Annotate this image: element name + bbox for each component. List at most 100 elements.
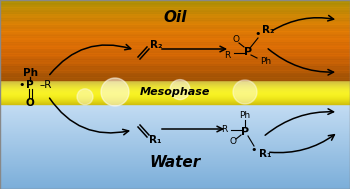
Bar [0,19,350,20]
Bar [0,69,350,70]
Circle shape [101,78,129,106]
Bar [0,136,350,137]
Text: R: R [224,50,230,60]
Bar [0,156,350,157]
Bar [0,9,350,10]
Bar [0,29,350,30]
Bar [0,1,350,2]
Bar [0,68,350,69]
Bar [0,105,350,106]
Bar [0,169,350,170]
Bar [0,80,350,81]
Bar [0,55,350,56]
Bar [0,30,350,31]
Bar [0,44,350,45]
Bar [0,60,350,61]
Bar [0,92,350,93]
Bar [0,15,350,16]
Text: •: • [19,80,25,90]
Bar [0,186,350,187]
Bar [0,162,350,163]
Bar [0,17,350,18]
Bar [0,134,350,135]
Bar [0,103,350,104]
Bar [0,93,350,94]
Bar [0,84,350,85]
Bar [0,4,350,5]
Bar [0,51,350,52]
Bar [0,79,350,80]
Bar [0,118,350,119]
Bar [0,56,350,57]
Bar [0,11,350,12]
Bar [0,71,350,72]
Text: Mesophase: Mesophase [140,87,210,97]
Bar [0,158,350,159]
Bar [0,161,350,162]
Bar [0,95,350,96]
Bar [0,154,350,155]
Bar [0,78,350,79]
Bar [0,139,350,140]
Bar [0,82,350,83]
Bar [0,121,350,122]
Bar [0,128,350,129]
Bar [0,135,350,136]
Bar [0,183,350,184]
Bar [0,110,350,111]
Text: R₂: R₂ [262,25,274,35]
Bar [0,24,350,25]
Bar [0,180,350,181]
Bar [0,185,350,186]
Bar [0,85,350,86]
Bar [0,36,350,37]
Bar [0,167,350,168]
Bar [0,52,350,53]
Bar [0,127,350,128]
Bar [0,43,350,44]
Bar [0,177,350,178]
Bar [0,181,350,182]
Text: R: R [221,125,227,133]
Bar [0,33,350,34]
Bar [0,57,350,58]
Bar [0,153,350,154]
Bar [0,113,350,114]
Bar [0,138,350,139]
Bar [0,122,350,123]
Bar [0,160,350,161]
Bar [0,104,350,105]
Bar [0,89,350,90]
Bar [0,170,350,171]
Bar [0,163,350,164]
Bar [0,141,350,142]
Bar [0,166,350,167]
Circle shape [170,80,190,100]
Bar [0,111,350,112]
Text: •: • [251,145,257,155]
Bar [0,65,350,66]
Bar [0,171,350,172]
Bar [0,42,350,43]
Bar [0,179,350,180]
Text: •: • [255,29,261,39]
Bar [0,49,350,50]
Text: O: O [230,138,237,146]
Bar [0,96,350,97]
Bar [0,176,350,177]
Bar [0,18,350,19]
Bar [0,74,350,75]
Bar [0,102,350,103]
Bar [0,90,350,91]
Bar [0,77,350,78]
Bar [0,45,350,46]
Text: R₁: R₁ [259,149,272,159]
Bar [0,151,350,152]
Bar [0,126,350,127]
Bar [0,155,350,156]
Bar [0,173,350,174]
Text: R₂: R₂ [150,40,162,50]
Bar [0,62,350,63]
Bar [0,133,350,134]
Bar [0,8,350,9]
